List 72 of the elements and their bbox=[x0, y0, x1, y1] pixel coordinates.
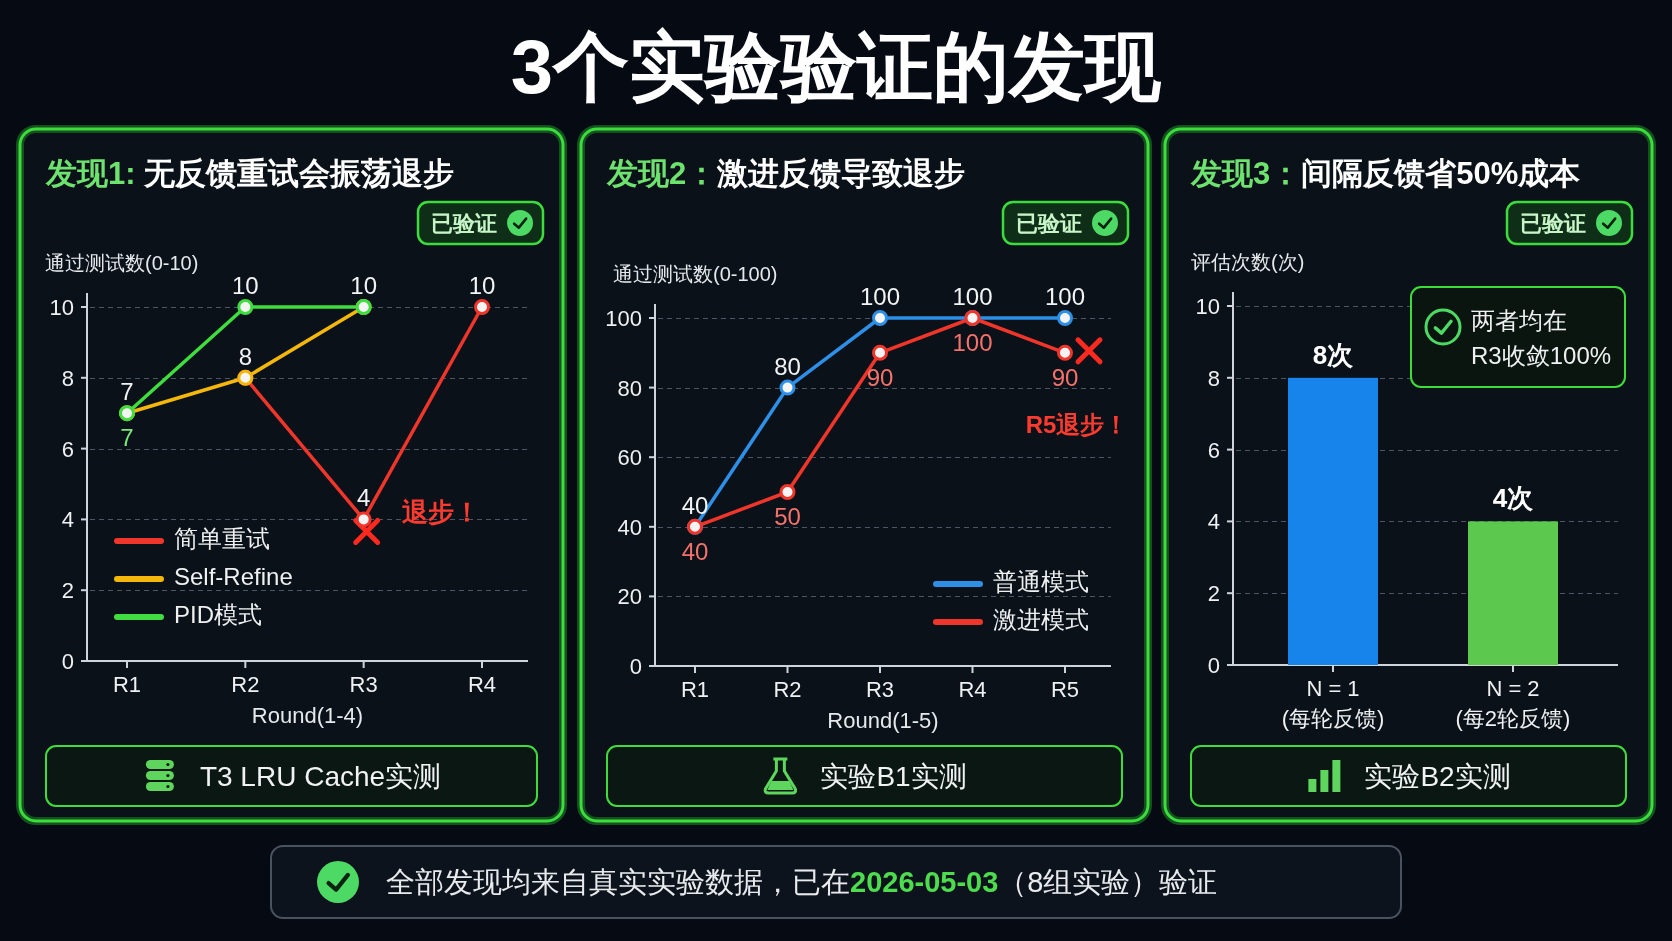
annotation: R5退步！ bbox=[1025, 410, 1129, 438]
x-tick-label: N = 1 (每轮反馈) bbox=[1281, 676, 1385, 731]
x-tick-label: R4 bbox=[467, 672, 497, 697]
x-axis-title: Round(1-5) bbox=[827, 708, 939, 733]
text: 已验证 bbox=[1520, 211, 1586, 236]
text: 实验B2实测 bbox=[1364, 761, 1511, 792]
text: 已验证 bbox=[431, 211, 497, 236]
chart-title: 发现1: 无反馈重试会振荡退步 bbox=[45, 156, 455, 191]
text: T3 LRU Cache实测 bbox=[199, 761, 442, 792]
data-label: 90 bbox=[866, 363, 894, 391]
x-tick-label: R2 bbox=[231, 672, 260, 697]
data-label: 7 bbox=[120, 378, 134, 406]
x-tick-label: N = 2 (每2轮反馈) bbox=[1455, 676, 1571, 731]
data-label: 100 bbox=[1044, 283, 1086, 310]
data-label: 90 bbox=[1051, 363, 1079, 391]
text: 已验证 bbox=[1016, 211, 1082, 236]
data-label: 8 bbox=[238, 342, 253, 370]
y-axis-title: 评估次数(次) bbox=[1191, 251, 1305, 273]
annotation: 退步！ bbox=[401, 497, 480, 528]
text: 全部发现均来自真实实验数据，已在2026-05-03（8组实验）验证 bbox=[386, 866, 1218, 898]
y-tick-label: 40 bbox=[617, 514, 642, 540]
y-tick-label: 6 bbox=[61, 436, 74, 462]
data-label: 10 bbox=[350, 272, 378, 299]
y-tick-label: 4 bbox=[61, 507, 74, 533]
y-tick-label: 2 bbox=[61, 578, 74, 604]
y-tick-label: 0 bbox=[629, 654, 642, 679]
y-tick-label: 4 bbox=[1207, 509, 1220, 535]
y-tick-label: 100 bbox=[605, 306, 642, 331]
y-tick-label: 0 bbox=[61, 649, 74, 674]
y-axis-title: 通过测试数(0-100) bbox=[613, 263, 778, 285]
y-tick-label: 20 bbox=[617, 584, 642, 610]
data-label: 4 bbox=[356, 484, 371, 512]
data-label: 8次 bbox=[1312, 339, 1355, 370]
legend-label: 激进模式 bbox=[993, 606, 1089, 633]
chart-title: 发现2：激进反馈导致退步 bbox=[606, 156, 966, 191]
x-tick-label: R1 bbox=[680, 677, 710, 702]
data-label: 40 bbox=[681, 491, 709, 519]
legend-label: 简单重试 bbox=[174, 525, 270, 552]
chart-title: 发现3：间隔反馈省50%成本 bbox=[1190, 156, 1582, 191]
y-tick-label: 80 bbox=[617, 375, 642, 401]
y-axis-title: 通过测试数(0-10) bbox=[45, 252, 199, 274]
y-tick-label: 6 bbox=[1207, 437, 1220, 463]
y-tick-label: 8 bbox=[1207, 365, 1220, 391]
x-tick-label: R5 bbox=[1050, 677, 1080, 702]
data-label: 4次 bbox=[1492, 483, 1535, 514]
x-axis-title: Round(1-4) bbox=[251, 703, 364, 728]
x-tick-label: R1 bbox=[112, 672, 142, 697]
data-label: 100 bbox=[952, 283, 993, 310]
legend-label: PID模式 bbox=[174, 601, 263, 628]
annotation: 两者均在 R3收敛100% bbox=[1471, 307, 1612, 369]
y-tick-label: 2 bbox=[1207, 581, 1220, 607]
data-label: 100 bbox=[859, 283, 901, 310]
data-label: 50 bbox=[774, 503, 801, 530]
y-tick-label: 0 bbox=[1207, 653, 1220, 678]
data-label: 7 bbox=[120, 424, 134, 452]
x-tick-label: R3 bbox=[349, 672, 378, 697]
data-label: 100 bbox=[952, 329, 993, 356]
data-label: 80 bbox=[774, 352, 801, 380]
x-tick-label: R4 bbox=[958, 677, 987, 702]
text: 3个实验验证的发现 bbox=[510, 24, 1163, 109]
x-tick-label: R3 bbox=[865, 677, 895, 702]
data-label: 10 bbox=[468, 272, 496, 299]
y-tick-label: 60 bbox=[617, 445, 642, 471]
data-label: 10 bbox=[231, 272, 259, 299]
y-tick-label: 10 bbox=[49, 295, 74, 320]
legend-label: Self-Refine bbox=[174, 563, 293, 590]
text: 实验B1实测 bbox=[820, 761, 967, 792]
x-tick-label: R2 bbox=[773, 677, 802, 702]
legend-label: 普通模式 bbox=[993, 568, 1089, 595]
y-tick-label: 10 bbox=[1195, 294, 1220, 319]
data-label: 40 bbox=[681, 537, 709, 565]
y-tick-label: 8 bbox=[61, 365, 74, 391]
